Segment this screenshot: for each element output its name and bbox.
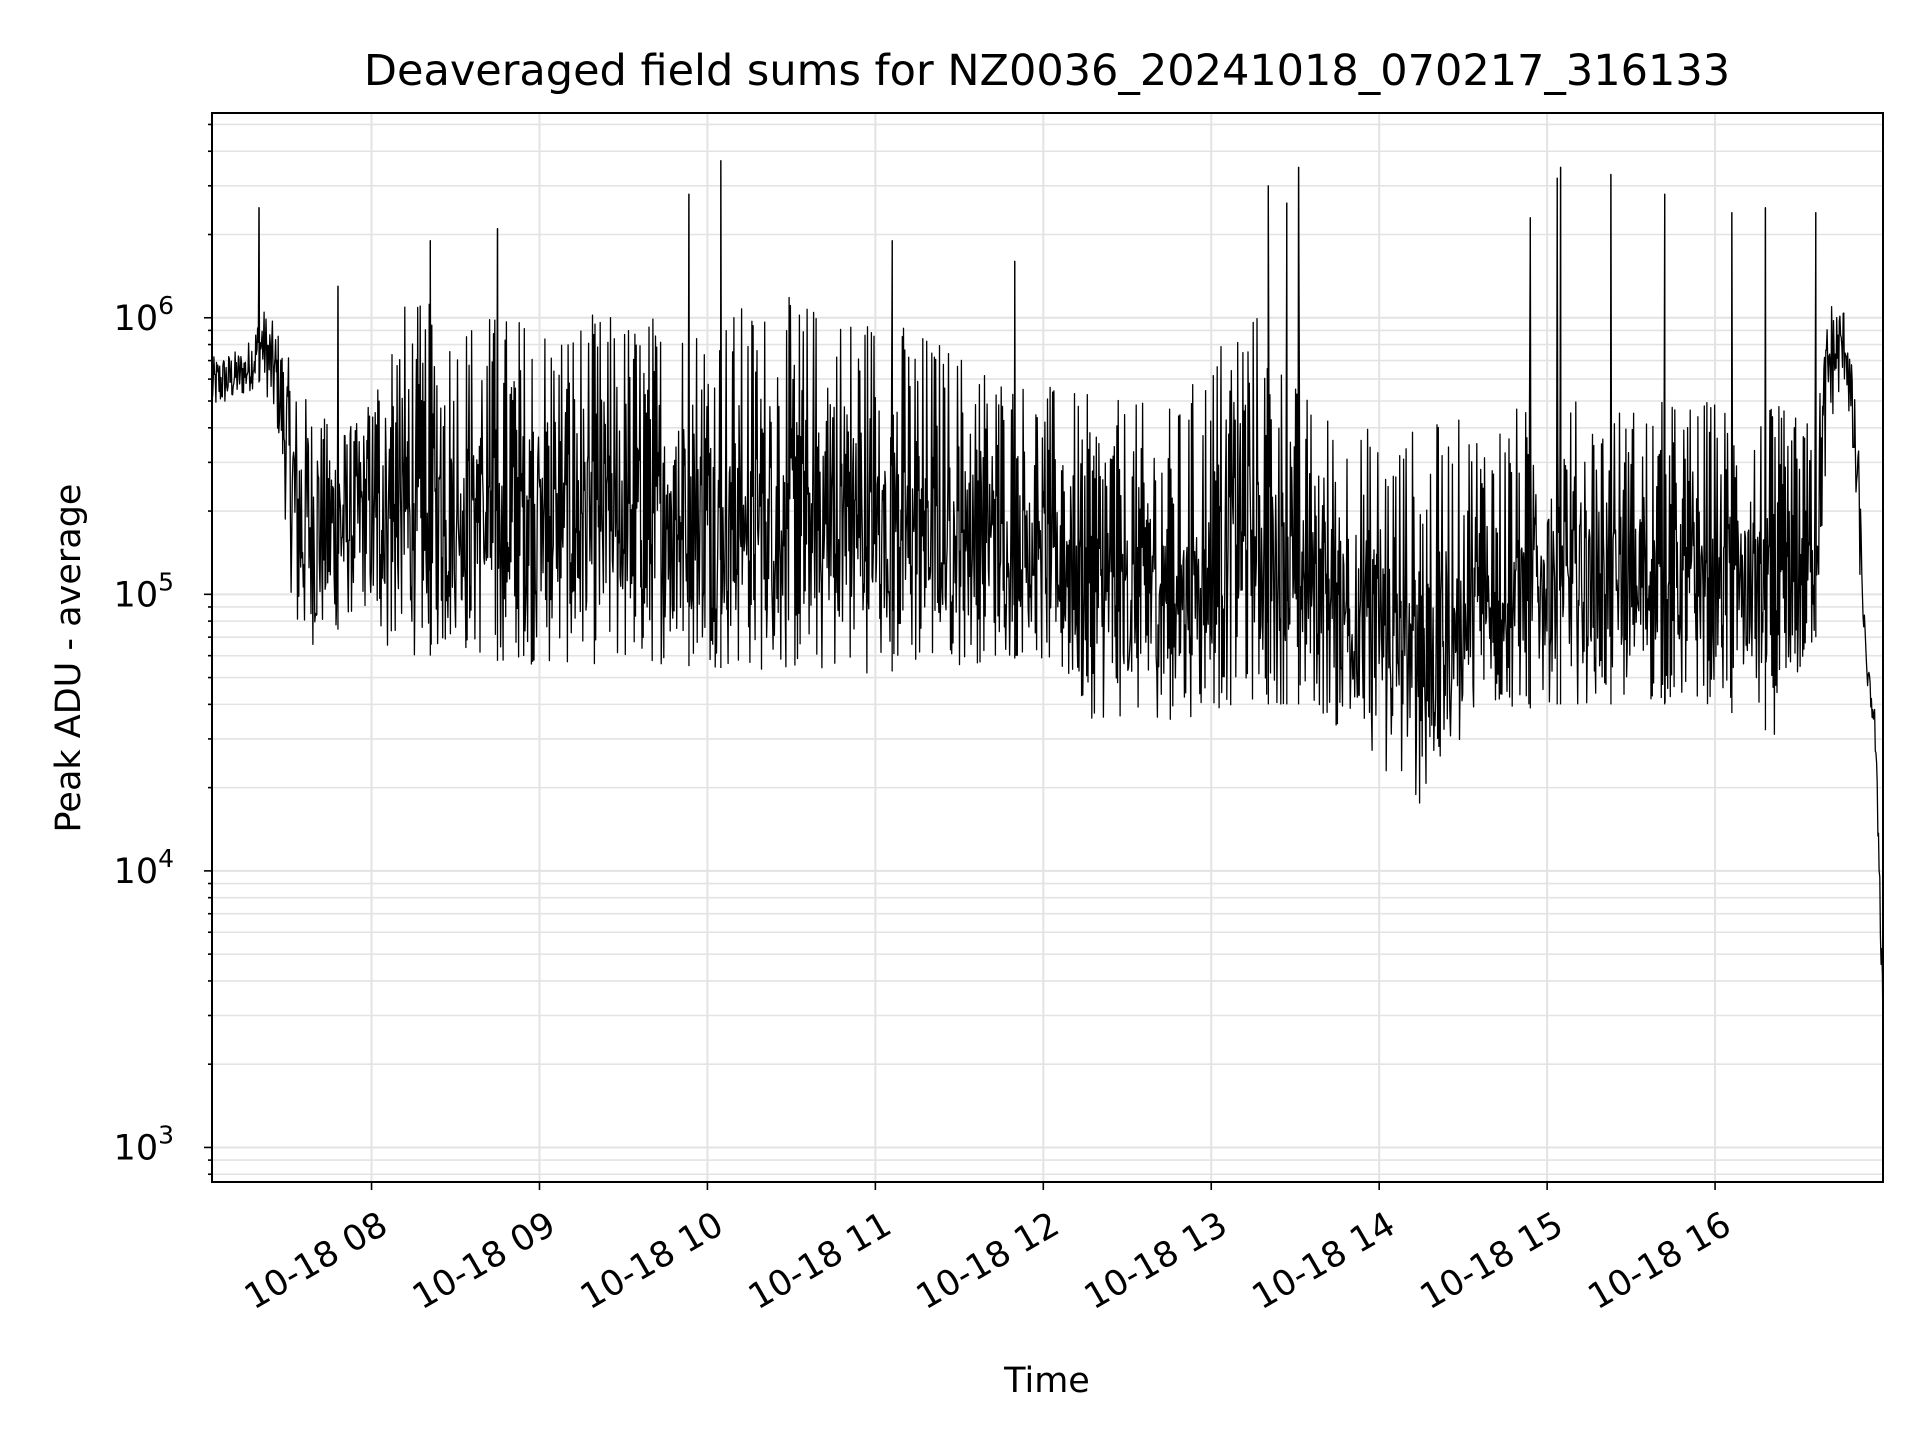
x-axis-label: Time xyxy=(1003,1361,1090,1401)
y-tick-exponent: 5 xyxy=(158,567,174,596)
y-tick-exponent: 3 xyxy=(158,1120,174,1149)
y-tick-label: 104 xyxy=(114,844,174,892)
chart-title: Deaveraged field sums for NZ0036_2024101… xyxy=(364,46,1730,96)
y-tick-base: 10 xyxy=(114,299,159,339)
y-tick-label: 103 xyxy=(114,1120,174,1168)
y-tick-label: 105 xyxy=(114,567,174,615)
y-axis-label: Peak ADU - average xyxy=(49,484,89,833)
y-tick-label: 106 xyxy=(114,291,174,339)
y-tick-base: 10 xyxy=(114,852,159,892)
y-tick-exponent: 6 xyxy=(158,291,174,320)
series-line xyxy=(211,159,1884,1037)
y-tick-base: 10 xyxy=(114,1128,159,1168)
y-tick-exponent: 4 xyxy=(158,844,174,873)
y-tick-base: 10 xyxy=(114,575,159,615)
plot-area xyxy=(211,159,1884,1037)
axes-frame xyxy=(211,112,1884,1183)
